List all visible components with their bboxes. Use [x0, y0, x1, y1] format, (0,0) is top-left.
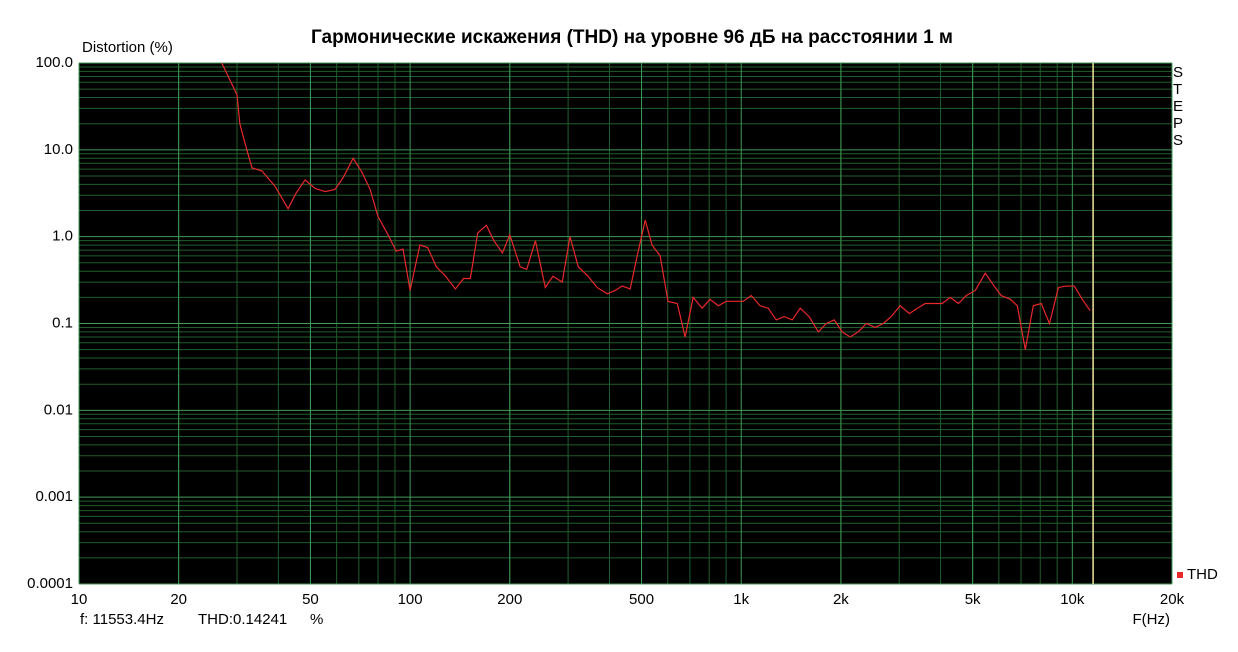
chart-title: Гармонические искажения (THD) на уровне … [311, 27, 953, 48]
x-tick-label: 1k [733, 591, 749, 608]
y-axis-label: Distortion (%) [82, 39, 173, 56]
x-tick-label: 500 [629, 591, 654, 608]
cursor-unit: % [310, 611, 323, 628]
x-tick-label: 100 [398, 591, 423, 608]
y-tick-label: 1.0 [52, 228, 73, 245]
x-tick-label: 10k [1060, 591, 1085, 608]
x-tick-label: 20k [1160, 591, 1185, 608]
x-axis-label: F(Hz) [1133, 611, 1171, 628]
data-line [221, 63, 1091, 350]
y-tick-label: 100.0 [35, 54, 73, 71]
side-label: STEPS [1173, 64, 1184, 149]
x-tick-label: 50 [302, 591, 319, 608]
y-tick-label: 0.1 [52, 314, 73, 331]
x-tick-label: 5k [965, 591, 981, 608]
legend-label: THD [1187, 566, 1218, 583]
y-tick-label: 0.001 [35, 488, 73, 505]
y-tick-label: 0.01 [44, 401, 73, 418]
cursor-frequency: f: 11553.4Hz [80, 611, 164, 628]
cursor-readout: THD:0.14241 [198, 611, 287, 628]
x-tick-label: 10 [71, 591, 88, 608]
y-tick-label: 0.0001 [27, 575, 73, 592]
legend-swatch [1177, 572, 1183, 578]
x-tick-label: 200 [497, 591, 522, 608]
x-tick-label: 2k [833, 591, 849, 608]
x-tick-label: 20 [170, 591, 187, 608]
y-tick-label: 10.0 [44, 141, 73, 158]
